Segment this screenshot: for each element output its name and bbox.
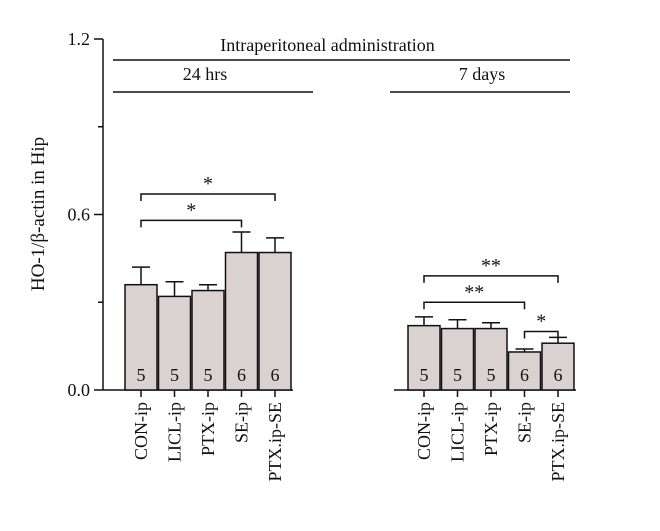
bar: [157, 295, 192, 391]
bar: [224, 251, 259, 391]
bar: [440, 327, 475, 391]
x-tick-label: LICL-ip: [165, 402, 185, 462]
significance-bracket: [423, 301, 526, 310]
significance-label: *: [536, 311, 546, 333]
x-tick-label: CON-ip: [131, 402, 151, 460]
y-axis-label: HO-1/β-actin in Hip: [28, 137, 49, 291]
significance-bracket: [523, 330, 559, 339]
x-tick-label: CON-ip: [414, 402, 434, 460]
bar: [507, 351, 542, 391]
y-tick-label: 0.0: [68, 380, 91, 400]
labels-layer: 0.0 0.6 1.2 HO-1/β-actin in Hip 5 CON-ip 5 LICL…: [28, 29, 568, 482]
significance-bracket: [140, 193, 276, 202]
significance-layer: [140, 193, 559, 339]
n-label: 6: [520, 365, 529, 385]
significance-label: **: [481, 255, 501, 277]
n-label: 5: [420, 365, 429, 385]
bar: [191, 289, 225, 391]
bars-layer: [124, 231, 575, 391]
chart-title: Intraperitoneal administration: [220, 35, 434, 55]
significance-label: *: [203, 173, 213, 195]
n-label: 5: [453, 365, 462, 385]
y-tick-label: 1.2: [68, 29, 91, 49]
n-label: 5: [204, 365, 213, 385]
x-tick-label: LICL-ip: [448, 402, 468, 462]
x-tick-label: PTX.ip-SE: [548, 402, 568, 482]
bar: [541, 342, 575, 391]
n-label: 5: [170, 365, 179, 385]
n-label: 5: [137, 365, 146, 385]
significance-label: **: [464, 281, 484, 303]
n-label: 6: [554, 365, 563, 385]
n-label: 6: [237, 365, 246, 385]
y-tick-label: 0.6: [68, 205, 91, 225]
x-tick-label: PTX.ip-SE: [265, 402, 285, 482]
group-label: 24 hrs: [183, 64, 228, 84]
x-tick-label: PTX-ip: [198, 402, 218, 456]
x-tick-label: PTX-ip: [481, 402, 501, 456]
group-label: 7 days: [459, 64, 506, 84]
significance-bracket: [140, 219, 243, 228]
significance-label: *: [186, 199, 196, 221]
n-label: 5: [487, 365, 496, 385]
x-tick-label: SE-ip: [232, 402, 252, 443]
bar: [258, 251, 292, 391]
bar: [474, 327, 508, 391]
bar: [407, 324, 441, 391]
significance-bracket: [423, 275, 559, 283]
n-label: 6: [271, 365, 280, 385]
x-tick-label: SE-ip: [515, 402, 535, 443]
